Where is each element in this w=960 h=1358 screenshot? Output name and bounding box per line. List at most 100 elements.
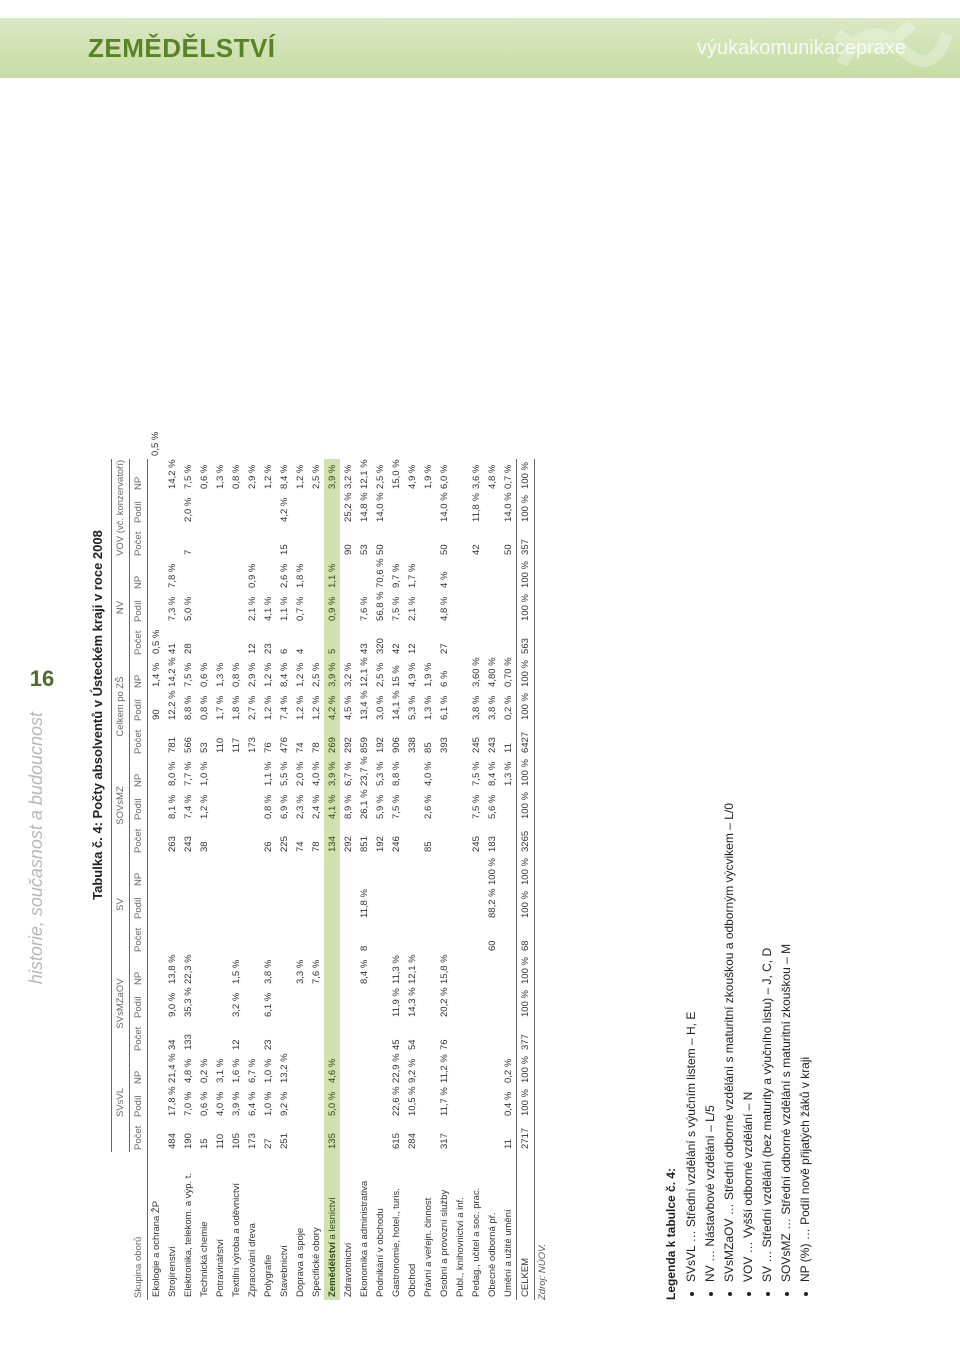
cell: 0,6 % xyxy=(196,1086,212,1119)
data-table: SVsVLSVsMZaOVSVSOVsMZCelkem po ZŠNVVOV (… xyxy=(111,130,535,1300)
cell xyxy=(148,525,165,558)
cell: 4 % xyxy=(436,558,452,591)
cell xyxy=(452,822,468,855)
cell xyxy=(196,888,212,921)
cell xyxy=(148,921,165,954)
cell xyxy=(292,987,308,1020)
cell: 78 xyxy=(308,822,324,855)
cell: 2,9 % xyxy=(244,459,260,492)
cell: 11,2 % xyxy=(436,1053,452,1086)
cell xyxy=(276,921,292,954)
row-name: Publ., knihovnictví a inf. xyxy=(452,1152,468,1300)
cell: 173 xyxy=(244,1119,260,1152)
cell: 74 xyxy=(292,822,308,855)
cell xyxy=(228,855,244,888)
cell xyxy=(244,1020,260,1053)
cell: 20,2 % xyxy=(436,987,452,1020)
sub-header: Podíl xyxy=(130,492,148,525)
row-name: Zemědělství a lesnictví xyxy=(324,1152,340,1300)
cell: 6 % xyxy=(436,657,452,690)
cell: 246 xyxy=(388,822,404,855)
row-name: Zpracování dřeva xyxy=(244,1152,260,1300)
cell: 2,1 % xyxy=(404,591,420,624)
cell xyxy=(308,1053,324,1086)
row-name: CELKEM xyxy=(517,1152,535,1300)
cell xyxy=(148,1086,165,1119)
sub-header: Počet xyxy=(130,822,148,855)
cell xyxy=(452,987,468,1020)
cell: 2,6 % xyxy=(420,789,436,822)
cell: 9,2 % xyxy=(404,1053,420,1086)
cell xyxy=(292,1119,308,1152)
cell: 76 xyxy=(436,1020,452,1053)
cell: 90 xyxy=(340,525,356,558)
cell: 338 xyxy=(404,723,420,756)
cell: 70,6 % xyxy=(372,558,388,591)
table-container: Tabulka č. 4: Počty absolventů v Ústecké… xyxy=(90,130,630,1300)
cell: 14,2 % xyxy=(164,657,180,690)
cell: 251 xyxy=(276,1119,292,1152)
legend-block: Legenda k tabulce č. 4: SVsVL … Střední … xyxy=(650,740,817,1300)
cell xyxy=(356,1053,372,1086)
table-row: Strojírenství48417,8 %21,4 %349,0 %13,8 … xyxy=(164,130,180,1300)
cell: 26,1 % xyxy=(356,789,372,822)
cell: 3,0 % xyxy=(372,690,388,723)
cell: 190 xyxy=(180,1119,196,1152)
cell: 263 xyxy=(164,822,180,855)
row-name: Polygrafie xyxy=(260,1152,276,1300)
table-row: Technická chemie150,6 %0,2 %381,2 %1,0 %… xyxy=(196,130,212,1300)
cell: 10,5 % xyxy=(404,1086,420,1119)
cell xyxy=(500,789,517,822)
cell: 100 % xyxy=(517,789,535,822)
cell: 12,1 % xyxy=(404,954,420,987)
cell: 183 xyxy=(484,822,500,855)
cell xyxy=(228,789,244,822)
cell xyxy=(340,1086,356,1119)
cell: 484 xyxy=(164,1119,180,1152)
table-row: Pedag., učitel a soc. prac.2457,5 %7,5 %… xyxy=(468,130,484,1300)
cell: 1,2 % xyxy=(260,657,276,690)
sub-header: Počet xyxy=(130,921,148,954)
cell: 317 xyxy=(436,1119,452,1152)
cell xyxy=(468,624,484,657)
cell: 53 xyxy=(196,723,212,756)
cell xyxy=(212,855,228,888)
group-header: SVsVL xyxy=(112,1053,130,1152)
cell xyxy=(404,822,420,855)
cell: 1,5 % xyxy=(228,954,244,987)
cell xyxy=(196,591,212,624)
cell: 110 xyxy=(212,723,228,756)
cell xyxy=(196,855,212,888)
cell: 100 % xyxy=(517,888,535,921)
cell xyxy=(436,789,452,822)
cell: 245 xyxy=(468,822,484,855)
cell: 3,9 % xyxy=(324,657,340,690)
cell xyxy=(308,525,324,558)
cell: 245 xyxy=(468,723,484,756)
cell: 3265 xyxy=(517,822,535,855)
cell xyxy=(148,855,165,888)
cell xyxy=(500,855,517,888)
cell: 4,0 % xyxy=(308,756,324,789)
cell: 3,1 % xyxy=(212,1053,228,1086)
cell: 134 xyxy=(324,822,340,855)
cell xyxy=(180,888,196,921)
group-header: NV xyxy=(112,558,130,657)
legend-item: SVsVL … Střední vzdělání s výučním liste… xyxy=(684,740,698,1282)
cell: 3,2 % xyxy=(228,987,244,1020)
cell: 0,70 % xyxy=(500,657,517,690)
table-row: Polygrafie271,0 %1,0 %236,1 %3,8 %260,8 … xyxy=(260,130,276,1300)
cell xyxy=(500,888,517,921)
cell xyxy=(404,492,420,525)
cell: 2,1 % xyxy=(244,591,260,624)
cell xyxy=(484,1086,500,1119)
page-number: 16 xyxy=(24,666,60,692)
cell: 1,6 % xyxy=(228,1053,244,1086)
cell xyxy=(196,1020,212,1053)
sub-header: NP xyxy=(130,954,148,987)
table-caption: Tabulka č. 4: Počty absolventů v Ústecké… xyxy=(90,130,105,1300)
cell: 4,9 % xyxy=(404,657,420,690)
cell: 14,1 % xyxy=(388,690,404,723)
cell xyxy=(468,987,484,1020)
cell: 14,8 % xyxy=(356,492,372,525)
